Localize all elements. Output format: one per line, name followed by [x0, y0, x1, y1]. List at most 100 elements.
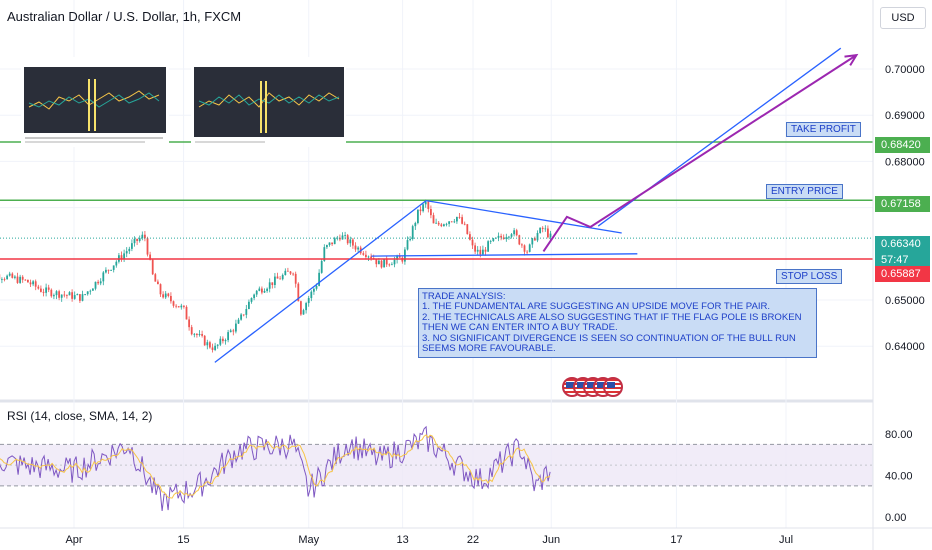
candle: [411, 226, 414, 239]
price-tick-label: 0.70000: [885, 64, 925, 76]
candle: [92, 288, 94, 291]
candle: [34, 281, 37, 287]
candle: [287, 270, 289, 272]
candle: [154, 274, 157, 282]
candle: [40, 288, 42, 292]
candle: [97, 281, 100, 284]
candle: [245, 309, 248, 315]
candle: [536, 232, 539, 241]
candle: [339, 237, 341, 240]
price-tick-label: 0.68000: [885, 156, 925, 168]
candle: [146, 238, 149, 255]
rsi-tick-label: 0.00: [885, 512, 906, 524]
candle: [526, 251, 529, 253]
analysis-line-1: 1. THE FUNDAMENTAL ARE SUGGESTING AN UPS…: [422, 301, 771, 313]
currency-button[interactable]: USD: [880, 7, 926, 29]
candle: [406, 240, 409, 250]
candle: [71, 292, 74, 299]
candle: [258, 288, 261, 291]
candle: [294, 273, 297, 284]
candle: [289, 271, 292, 274]
rsi-tick-label: 40.00: [885, 471, 913, 483]
rsi-plot: [0, 425, 873, 512]
candle: [94, 281, 97, 289]
candle: [448, 221, 451, 224]
candle: [430, 209, 432, 216]
candle: [367, 256, 370, 258]
candle: [268, 282, 271, 289]
candle: [164, 293, 167, 298]
candle: [437, 222, 440, 225]
candle: [131, 243, 133, 249]
candle: [349, 239, 352, 244]
candle: [523, 245, 526, 252]
stop-loss-price-tag: 0.65887: [875, 266, 930, 282]
time-tick-label: 17: [670, 534, 682, 546]
candles: [0, 199, 552, 353]
candle: [391, 264, 393, 266]
candle: [458, 216, 461, 218]
candle: [47, 287, 50, 290]
candle: [318, 272, 321, 286]
candle: [105, 269, 107, 273]
candle: [175, 305, 178, 307]
candle: [362, 253, 365, 255]
candle: [29, 282, 32, 285]
candle: [302, 310, 305, 315]
candle: [276, 276, 279, 279]
candle: [346, 235, 349, 244]
candle: [151, 259, 154, 275]
candle: [541, 227, 544, 229]
candle: [432, 215, 435, 224]
candle: [185, 306, 188, 320]
candle: [8, 273, 11, 276]
candle: [450, 221, 453, 223]
countdown-tag: 57:47: [875, 252, 930, 268]
candle: [440, 224, 443, 227]
candle: [375, 259, 378, 265]
candle: [255, 290, 258, 295]
candle: [3, 279, 6, 280]
stop-loss-label[interactable]: STOP LOSS: [776, 269, 843, 284]
candle: [422, 204, 425, 212]
candle: [331, 242, 334, 245]
candle: [539, 227, 542, 233]
candle: [232, 330, 235, 332]
candle: [482, 249, 484, 255]
candle: [409, 238, 412, 241]
candle: [89, 290, 92, 292]
chart-title: Australian Dollar / U.S. Dollar, 1h, FXC…: [7, 9, 242, 24]
candle: [427, 201, 430, 210]
analysis-line-2: 2. THE TECHNICALS ARE ALSO SUGGESTING TH…: [422, 311, 802, 334]
candle: [484, 249, 487, 252]
candle: [281, 275, 284, 280]
candle: [27, 279, 29, 283]
take-profit-label[interactable]: TAKE PROFIT: [786, 122, 861, 137]
candle: [219, 338, 222, 345]
candle: [544, 228, 547, 230]
candle: [66, 294, 68, 296]
candle: [300, 301, 302, 315]
rsi-tick-label: 80.00: [885, 429, 913, 441]
candle: [159, 284, 162, 295]
candle: [32, 281, 35, 285]
time-tick-label: 22: [467, 534, 479, 546]
time-tick-label: May: [298, 534, 319, 546]
candle: [531, 238, 534, 245]
candle: [209, 342, 211, 348]
trade-analysis-note[interactable]: TRADE ANALYSIS: 1. THE FUNDAMENTAL ARE S…: [418, 288, 817, 358]
rsi-title[interactable]: RSI (14, close, SMA, 14, 2): [7, 409, 153, 423]
candle: [248, 301, 250, 310]
candle: [79, 294, 81, 301]
candle: [24, 279, 27, 281]
candle: [19, 276, 22, 283]
take-profit-price-tag: 0.68420: [875, 137, 930, 153]
candle: [144, 234, 146, 239]
entry-price-label[interactable]: ENTRY PRICE: [766, 184, 843, 199]
candle: [115, 261, 118, 266]
us-flag-icon[interactable]: [603, 377, 623, 397]
candle: [53, 295, 55, 297]
candle: [224, 340, 227, 342]
candle: [333, 238, 336, 245]
candle: [63, 294, 66, 296]
